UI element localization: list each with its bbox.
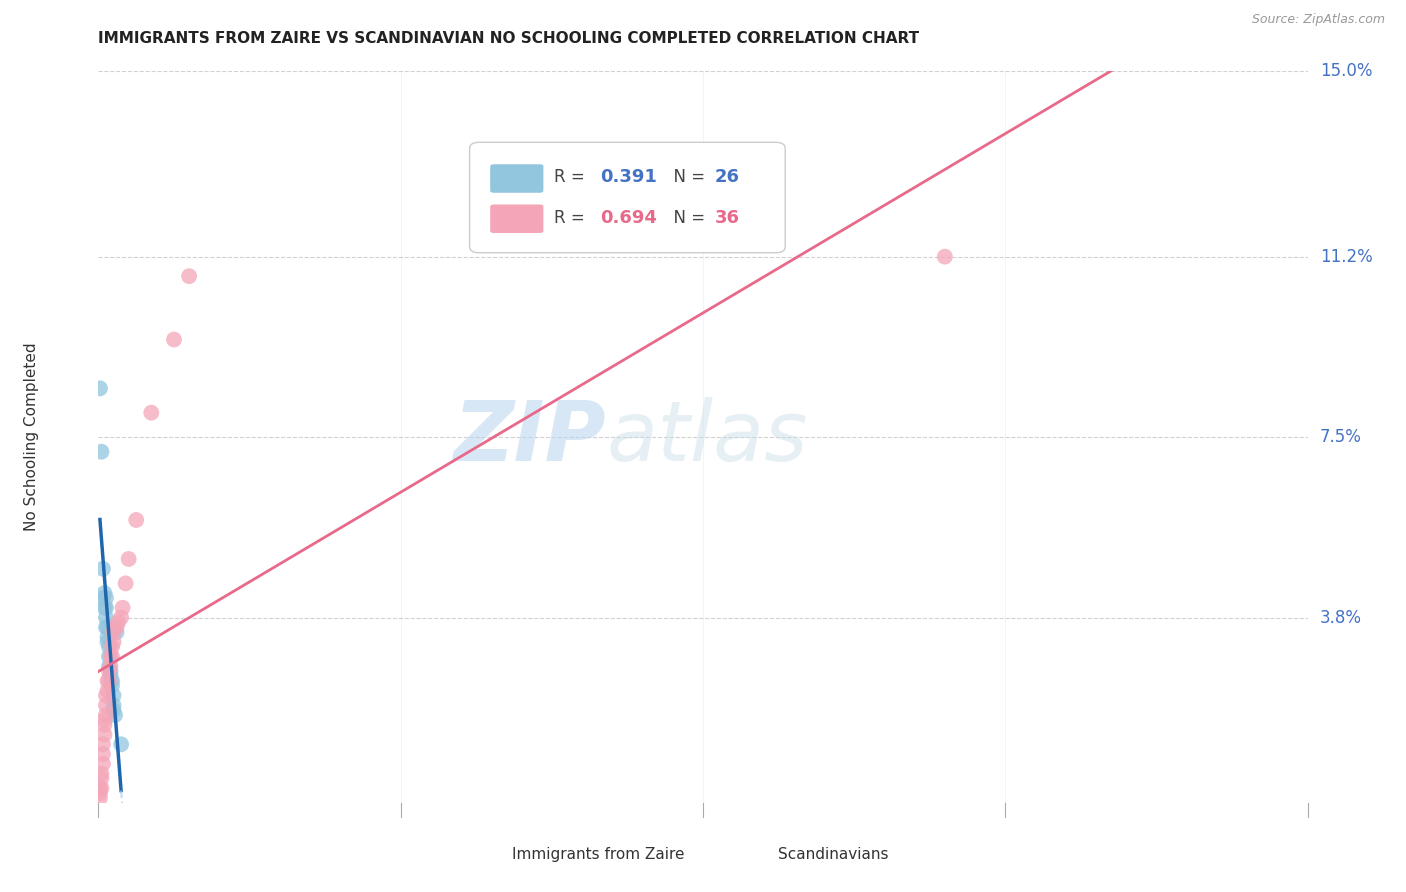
Point [100, 649, 122, 664]
Point [93, 727, 115, 741]
Point [90, 766, 112, 780]
Point [103, 698, 125, 713]
Point [91, 747, 114, 761]
Point [89, 381, 111, 395]
Point [96, 635, 118, 649]
Text: ZIP: ZIP [454, 397, 606, 477]
Point [90, 444, 112, 458]
Point [125, 513, 148, 527]
Point [93, 718, 115, 732]
Text: 0.391: 0.391 [600, 169, 657, 186]
FancyBboxPatch shape [491, 204, 543, 233]
Text: Source: ZipAtlas.com: Source: ZipAtlas.com [1251, 13, 1385, 27]
Point [114, 576, 136, 591]
Text: 80.0%: 80.0% [1281, 890, 1334, 892]
FancyBboxPatch shape [470, 143, 785, 252]
Point [100, 659, 122, 673]
Point [103, 625, 125, 640]
Point [141, 406, 163, 420]
Point [101, 679, 124, 693]
Point [103, 703, 125, 717]
Point [96, 683, 118, 698]
Point [110, 737, 132, 751]
Text: IMMIGRANTS FROM ZAIRE VS SCANDINAVIAN NO SCHOOLING COMPLETED CORRELATION CHART: IMMIGRANTS FROM ZAIRE VS SCANDINAVIAN NO… [98, 31, 920, 46]
Point [118, 552, 141, 566]
Text: 15.0%: 15.0% [1320, 62, 1372, 80]
Text: 0.694: 0.694 [600, 209, 657, 227]
Text: 36: 36 [716, 209, 740, 227]
Point [94, 591, 117, 605]
Point [91, 737, 114, 751]
Point [103, 635, 125, 649]
Text: 0.0%: 0.0% [77, 890, 120, 892]
Point [89, 791, 111, 805]
Point [94, 600, 117, 615]
FancyBboxPatch shape [724, 843, 768, 870]
Point [105, 625, 128, 640]
Point [100, 669, 122, 683]
Text: R =: R = [554, 169, 591, 186]
Point [101, 640, 124, 654]
Text: Immigrants from Zaire: Immigrants from Zaire [512, 847, 685, 862]
Point [98, 659, 121, 673]
Point [89, 786, 111, 800]
Point [103, 689, 125, 703]
Point [94, 698, 117, 713]
Text: R =: R = [554, 209, 591, 227]
Point [177, 269, 201, 284]
Point [101, 649, 124, 664]
Point [98, 649, 121, 664]
Point [89, 781, 111, 796]
Text: atlas: atlas [606, 397, 808, 477]
Point [98, 673, 121, 688]
Point [101, 673, 124, 688]
Text: 7.5%: 7.5% [1320, 428, 1361, 446]
Text: N =: N = [664, 169, 710, 186]
Point [91, 591, 114, 605]
Point [100, 664, 122, 678]
Point [94, 620, 117, 634]
Text: 26: 26 [716, 169, 740, 186]
Text: 11.2%: 11.2% [1320, 248, 1372, 266]
Point [104, 708, 127, 723]
Point [93, 586, 115, 600]
Point [107, 615, 129, 630]
Point [96, 620, 118, 634]
Text: N =: N = [664, 209, 710, 227]
Point [94, 708, 117, 723]
Point [90, 772, 112, 786]
Point [98, 640, 121, 654]
Point [93, 600, 115, 615]
Point [91, 756, 114, 771]
Point [110, 610, 132, 624]
Point [98, 664, 121, 678]
Point [91, 562, 114, 576]
Point [90, 781, 112, 796]
Text: No Schooling Completed: No Schooling Completed [24, 343, 39, 532]
Point [96, 673, 118, 688]
Point [111, 600, 134, 615]
Point [94, 689, 117, 703]
Point [105, 620, 128, 634]
Text: 3.8%: 3.8% [1320, 608, 1361, 626]
Point [934, 250, 956, 264]
Point [96, 630, 118, 644]
FancyBboxPatch shape [491, 164, 543, 193]
Point [163, 333, 186, 347]
FancyBboxPatch shape [457, 843, 501, 870]
Point [93, 713, 115, 727]
Text: Scandinavians: Scandinavians [778, 847, 889, 862]
Point [94, 610, 117, 624]
